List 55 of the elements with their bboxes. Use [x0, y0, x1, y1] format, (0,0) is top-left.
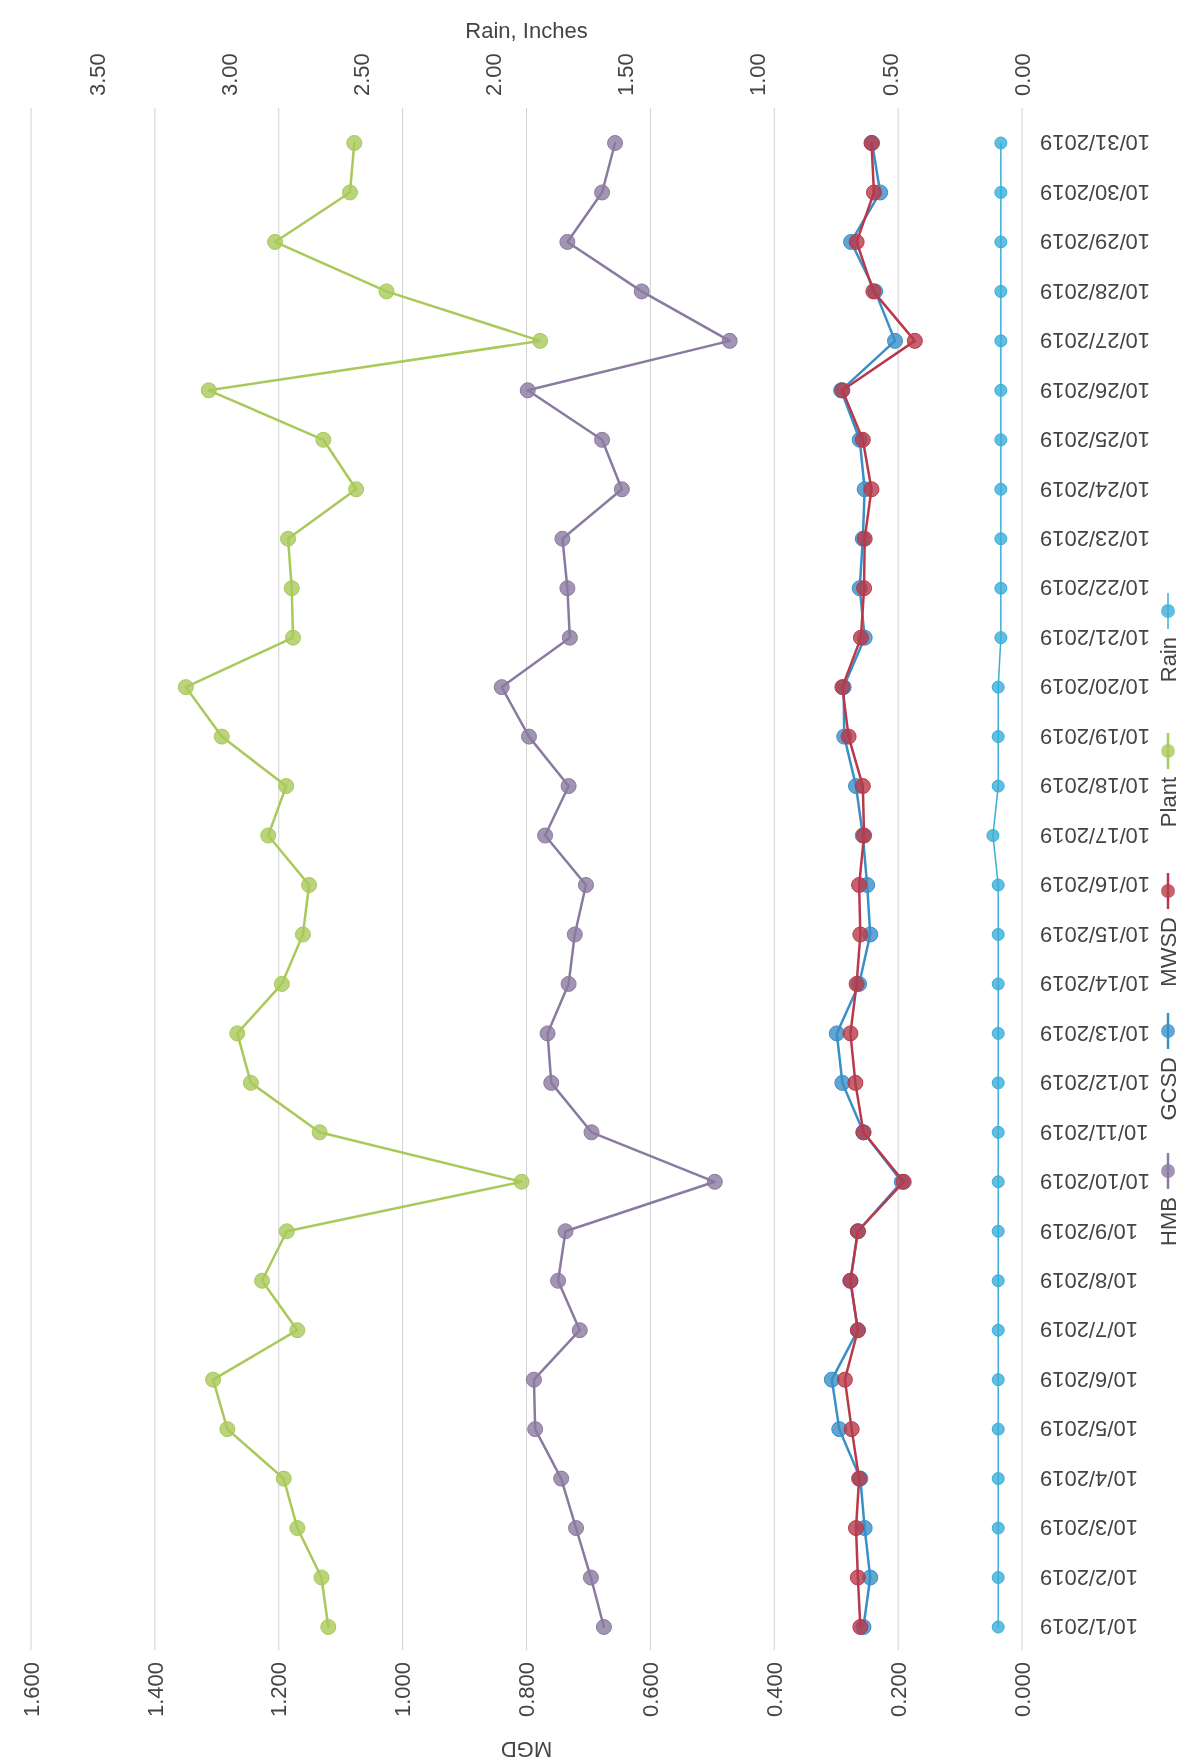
y-tick-label: 10/4/2019 [1040, 1465, 1138, 1491]
y-tick-label: 10/17/2019 [1040, 822, 1151, 848]
y-tick-label: 10/31/2019 [1040, 130, 1151, 156]
legend-label: HMB [1155, 1197, 1181, 1246]
x-tick-label: 0.800 [514, 1662, 540, 1718]
y-tick-label: 10/29/2019 [1040, 229, 1151, 255]
y-tick-label: 10/10/2019 [1040, 1169, 1151, 1195]
y-tick-label: 10/22/2019 [1040, 575, 1151, 601]
y-tick-label: 10/25/2019 [1040, 427, 1151, 453]
x2-tick-label: 1.00 [745, 53, 771, 96]
x-tick-label: 0.600 [638, 1662, 664, 1718]
y-tick-label: 10/28/2019 [1040, 278, 1151, 304]
y-tick-label: 10/26/2019 [1040, 377, 1151, 403]
legend-label: Plant [1155, 777, 1181, 828]
legend-label: Rain [1155, 637, 1181, 683]
x-tick-label: 0.000 [1009, 1662, 1035, 1718]
x2-tick-label: 0.00 [1009, 53, 1035, 96]
x2-axis-title: Rain, Inches [465, 17, 588, 43]
y-tick-label: 10/5/2019 [1040, 1416, 1138, 1442]
x2-tick-label: 1.50 [613, 53, 639, 96]
y-tick-label: 10/12/2019 [1040, 1070, 1151, 1096]
x-tick-label: 0.400 [761, 1662, 787, 1718]
y-tick-label: 10/13/2019 [1040, 1020, 1151, 1046]
y-tick-label: 10/2/2019 [1040, 1564, 1138, 1590]
x2-tick-label: 2.50 [349, 53, 375, 96]
x2-tick-label: 3.00 [216, 53, 242, 96]
y-tick-label: 10/20/2019 [1040, 674, 1151, 700]
y-tick-label: 10/11/2019 [1040, 1119, 1149, 1145]
y-tick-label: 10/30/2019 [1040, 179, 1151, 205]
y-tick-label: 10/21/2019 [1040, 624, 1151, 650]
y-tick-label: 10/27/2019 [1040, 328, 1151, 354]
x2-tick-label: 0.50 [877, 53, 903, 96]
legend-label: GCSD [1155, 1057, 1181, 1121]
x-axis-title: MGD [500, 1737, 553, 1763]
legend-label: MWSD [1155, 917, 1181, 987]
y-tick-label: 10/16/2019 [1040, 872, 1151, 898]
y-tick-label: 10/14/2019 [1040, 971, 1151, 997]
x-tick-label: 1.000 [390, 1662, 416, 1718]
y-tick-label: 10/6/2019 [1040, 1366, 1138, 1392]
x-tick-label: 1.600 [18, 1662, 44, 1718]
y-tick-label: 10/24/2019 [1040, 476, 1151, 502]
y-tick-label: 10/19/2019 [1040, 723, 1151, 749]
y-tick-label: 10/8/2019 [1040, 1268, 1138, 1294]
y-tick-label: 10/15/2019 [1040, 921, 1151, 947]
x-tick-label: 0.200 [885, 1662, 911, 1718]
y-tick-label: 10/23/2019 [1040, 526, 1151, 552]
y-tick-label: 10/9/2019 [1040, 1218, 1138, 1244]
y-tick-label: 10/1/2019 [1040, 1614, 1138, 1640]
y-tick-label: 10/18/2019 [1040, 773, 1151, 799]
x2-tick-label: 2.00 [481, 53, 507, 96]
y-tick-label: 10/3/2019 [1040, 1515, 1138, 1541]
x2-tick-label: 3.50 [84, 53, 110, 96]
x-tick-label: 1.200 [266, 1662, 292, 1718]
y-tick-label: 10/7/2019 [1040, 1317, 1138, 1343]
x-tick-label: 1.400 [142, 1662, 168, 1718]
